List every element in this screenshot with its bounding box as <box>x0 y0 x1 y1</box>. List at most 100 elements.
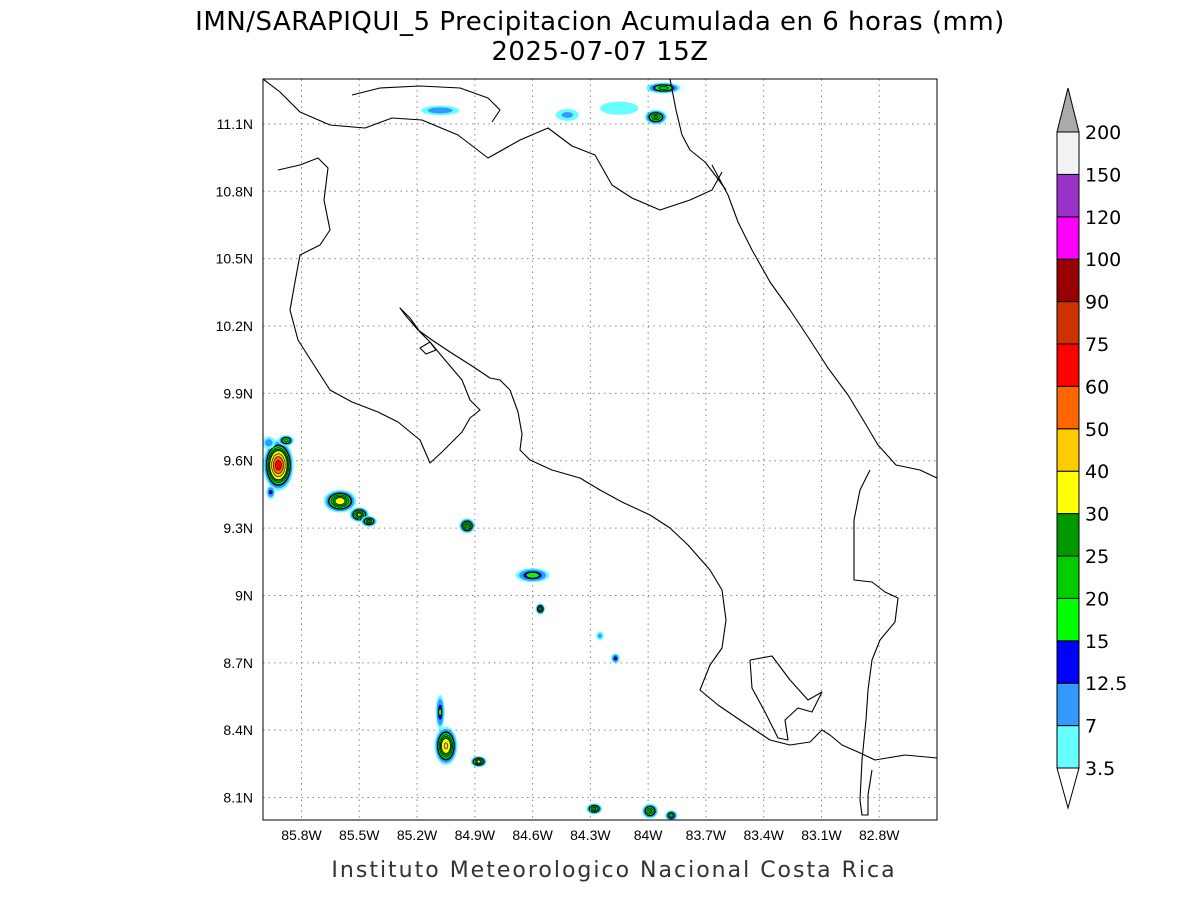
lat-tick-label: 8.7N <box>223 655 253 671</box>
colorbar-upper-arrow <box>1056 87 1080 133</box>
precip-contour <box>427 107 453 114</box>
precip-contour <box>648 809 652 813</box>
colorbar-swatch <box>1056 470 1080 515</box>
colorbar-label: 15 <box>1085 631 1109 653</box>
colorbar-label: 200 <box>1085 122 1121 144</box>
colorbar-label: 100 <box>1085 249 1121 271</box>
precip-cell <box>665 810 678 820</box>
lon-tick-label: 85.2W <box>397 827 438 843</box>
precip-contour <box>476 759 481 764</box>
precip-contour <box>367 519 371 524</box>
precip-contour <box>264 439 273 447</box>
colorbar-label: 25 <box>1085 546 1109 568</box>
lon-tick-label: 83.1W <box>801 827 842 843</box>
lake-nicaragua-shore <box>351 85 501 123</box>
colorbar-swatch <box>1056 131 1080 175</box>
precip-contour <box>438 708 442 716</box>
lon-tick-label: 84.6W <box>512 827 553 843</box>
lon-tick-label: 83.4W <box>743 827 784 843</box>
colorbar-label: 40 <box>1085 461 1109 483</box>
lat-tick-label: 10.2N <box>216 318 253 334</box>
precip-cell <box>555 108 579 121</box>
precip-cell <box>646 82 681 94</box>
precip-cell <box>421 105 460 116</box>
colorbar-lower-arrow <box>1056 767 1080 810</box>
precip-contour <box>443 742 449 750</box>
colorbar-swatch <box>1056 640 1080 684</box>
precip-contour <box>598 633 602 639</box>
colorbar-label: 3.5 <box>1085 758 1115 780</box>
map-title: IMN/SARAPIQUI_5 Precipitacion Acumulada … <box>195 7 1005 37</box>
colorbar-swatch <box>1056 216 1080 260</box>
lat-tick-label: 9.3N <box>223 520 253 536</box>
colorbar-label: 60 <box>1085 376 1109 398</box>
lat-tick-label: 8.4N <box>223 722 253 738</box>
lat-tick-label: 9.9N <box>223 385 253 401</box>
colorbar-swatch <box>1056 258 1080 303</box>
lon-tick-label: 82.8W <box>859 827 900 843</box>
lon-tick-label: 84.9W <box>455 827 496 843</box>
coastlines-and-borders <box>263 79 937 816</box>
colorbar-label: 75 <box>1085 334 1109 356</box>
latitude-tick-labels: 8.1N 8.4N 8.7N 9N 9.3N 9.6N 9.9N 10.2N 10.5N 10.8… <box>216 116 253 806</box>
colorbar-label: 150 <box>1085 164 1121 186</box>
precip-cell <box>266 485 276 499</box>
precip-cell <box>596 631 604 641</box>
colorbar-swatch <box>1056 428 1080 472</box>
coast-golfo-dulce <box>749 655 823 741</box>
precip-contour <box>653 115 659 119</box>
colorbar-label: 7 <box>1085 716 1097 738</box>
colorbar-label: 90 <box>1085 292 1109 314</box>
precip-cell <box>459 518 476 534</box>
border-costa-rica-panama <box>853 469 899 816</box>
coast-caribbean <box>711 164 937 479</box>
precip-cell <box>435 694 445 730</box>
lat-tick-label: 10.5N <box>216 251 253 267</box>
precip-cell <box>600 101 639 115</box>
lon-tick-label: 84W <box>634 827 664 843</box>
precip-contour <box>561 111 574 118</box>
precip-cell <box>323 489 357 513</box>
precip-contour <box>613 656 618 661</box>
colorbar-label: 120 <box>1085 207 1121 229</box>
lon-tick-label: 83.7W <box>686 827 727 843</box>
precip-contour <box>268 490 273 495</box>
map-background <box>263 79 937 820</box>
precipitation-field <box>263 82 681 820</box>
precip-contour <box>658 86 669 90</box>
coast-nicaragua-caribbean <box>669 79 727 191</box>
precip-contour <box>592 806 597 811</box>
colorbar-label: 50 <box>1085 419 1109 441</box>
lon-tick-label: 84.3W <box>570 827 611 843</box>
colorbar-label: 30 <box>1085 504 1109 526</box>
precip-contour <box>538 607 543 611</box>
coast-pacific-guanacaste <box>277 157 937 761</box>
precip-cell <box>535 603 546 615</box>
precip-cell <box>263 439 294 491</box>
map-frame <box>262 78 938 821</box>
precip-cell <box>434 726 458 766</box>
longitude-tick-labels: 85.8W 85.5W 85.2W 84.9W 84.6W 84.3W 84W 83.7W 83… <box>281 827 900 843</box>
lat-tick-label: 9N <box>235 587 253 603</box>
precip-contour <box>275 460 282 471</box>
colorbar-swatch <box>1056 725 1080 769</box>
colorbar-swatch <box>1056 385 1080 430</box>
colorbar-label: 12.5 <box>1085 673 1127 695</box>
precip-cell <box>263 436 276 449</box>
colorbar-swatch <box>1056 682 1080 727</box>
precip-cell <box>611 653 620 664</box>
precip-cell <box>361 515 377 527</box>
map-subtitle-datetime: 2025-07-07 15Z <box>491 37 708 67</box>
lat-lon-gridlines <box>263 79 937 820</box>
colorbar-label: 20 <box>1085 588 1109 610</box>
map-plot-area: 85.8W 85.5W 85.2W 84.9W 84.6W 84.3W 84W 83.7W 83… <box>216 78 938 843</box>
precip-cell <box>642 803 658 819</box>
lon-tick-label: 85.5W <box>339 827 380 843</box>
footer-credit: Instituto Meteorologico Nacional Costa R… <box>331 858 896 883</box>
precip-contour <box>283 438 289 443</box>
colorbar-swatch <box>1056 173 1080 218</box>
precip-cell <box>644 109 667 125</box>
precip-cell <box>278 435 294 446</box>
island-chira <box>419 341 437 355</box>
